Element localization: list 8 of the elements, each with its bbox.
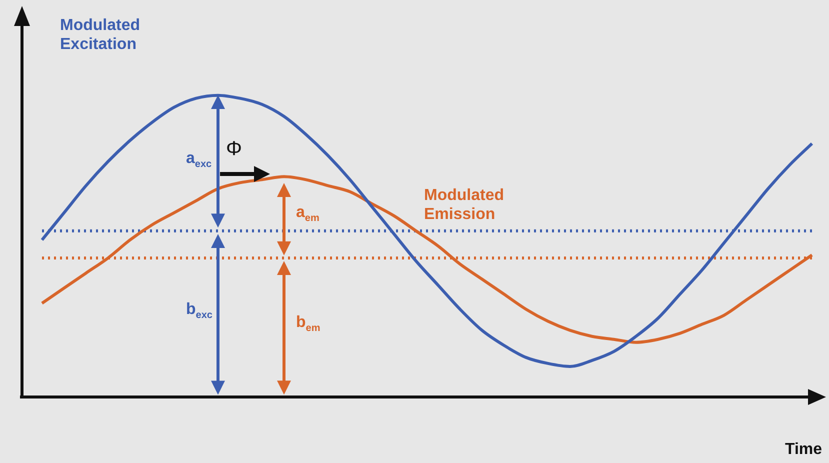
- x-axis-title: Time: [785, 440, 822, 459]
- annotation: b$_{exc}$: [186, 300, 212, 323]
- annotation: b$_{em}$: [296, 313, 320, 336]
- annotation: Φ: [226, 138, 242, 160]
- series-label: Modulated Emission: [424, 186, 504, 224]
- annotation: a$_{em}$: [296, 203, 320, 227]
- annotation: a$_{exc}$: [186, 149, 212, 172]
- text: Modulated Excitation: [60, 16, 140, 54]
